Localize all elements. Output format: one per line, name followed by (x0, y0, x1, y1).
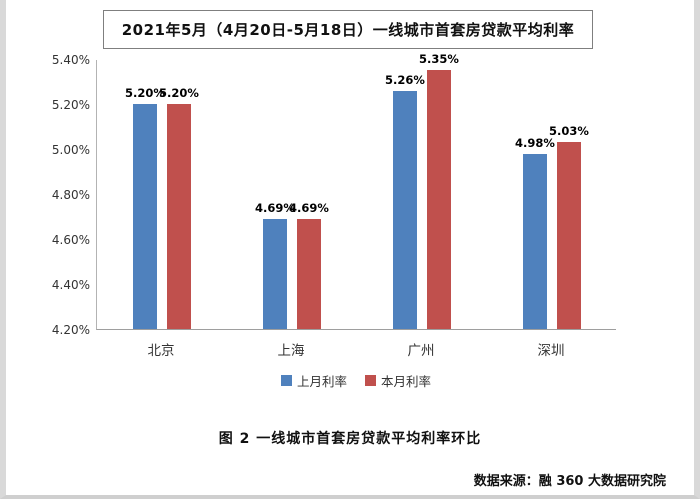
y-axis-tick-label: 4.20% (51, 323, 90, 337)
y-axis-tick-label: 5.40% (51, 53, 90, 67)
legend-item: 本月利率 (365, 371, 431, 390)
bar-value-label: 4.69% (289, 200, 329, 215)
x-axis-category-label: 北京 (147, 343, 175, 359)
bar (557, 142, 581, 329)
plot-area: 5.20% 5.20% 4.69% 4.69% 5.26% 5.35% 4.98% 5.03% (96, 52, 616, 330)
chart-legend: 上月利率 本月利率 (96, 371, 616, 390)
bar (133, 104, 157, 329)
bar (523, 153, 547, 329)
bar-value-label: 5.03% (549, 124, 589, 139)
bar (427, 70, 451, 329)
bar-value-label: 4.98% (515, 135, 555, 150)
x-axis-category-label: 深圳 (537, 343, 565, 359)
legend-swatch-icon (280, 375, 292, 386)
y-axis-tick-label: 4.60% (51, 233, 90, 247)
y-axis-tick-label: 5.20% (51, 98, 90, 112)
data-source-label: 数据来源：融 360 大数据研究院 (473, 474, 666, 489)
bar-value-label: 5.20% (159, 86, 199, 100)
bar (297, 218, 321, 329)
bar (263, 218, 287, 329)
bar (167, 104, 191, 329)
bar (393, 90, 417, 329)
y-axis-tick-label: 4.80% (51, 188, 90, 202)
figure-caption: 图 2 一线城市首套房贷款平均利率环比 (218, 431, 482, 447)
bar-value-label: 5.26% (385, 72, 425, 87)
legend-label: 上月利率 (296, 374, 347, 389)
legend-item: 上月利率 (280, 371, 347, 390)
legend-swatch-icon (365, 375, 376, 386)
bar-value-label: 5.20% (125, 86, 165, 100)
legend-label: 本月利率 (381, 374, 432, 389)
x-axis-category-label: 广州 (407, 343, 435, 359)
y-axis-tick-label: 4.40% (51, 278, 90, 292)
bar-value-label: 5.35% (419, 52, 459, 67)
bar-value-label: 4.69% (255, 200, 295, 215)
y-axis-tick-label: 5.00% (51, 143, 90, 157)
x-axis-category-label: 上海 (277, 343, 305, 359)
chart-title: 2021年5月（4月20日-5月18日）一线城市首套房贷款平均利率 (103, 10, 593, 49)
